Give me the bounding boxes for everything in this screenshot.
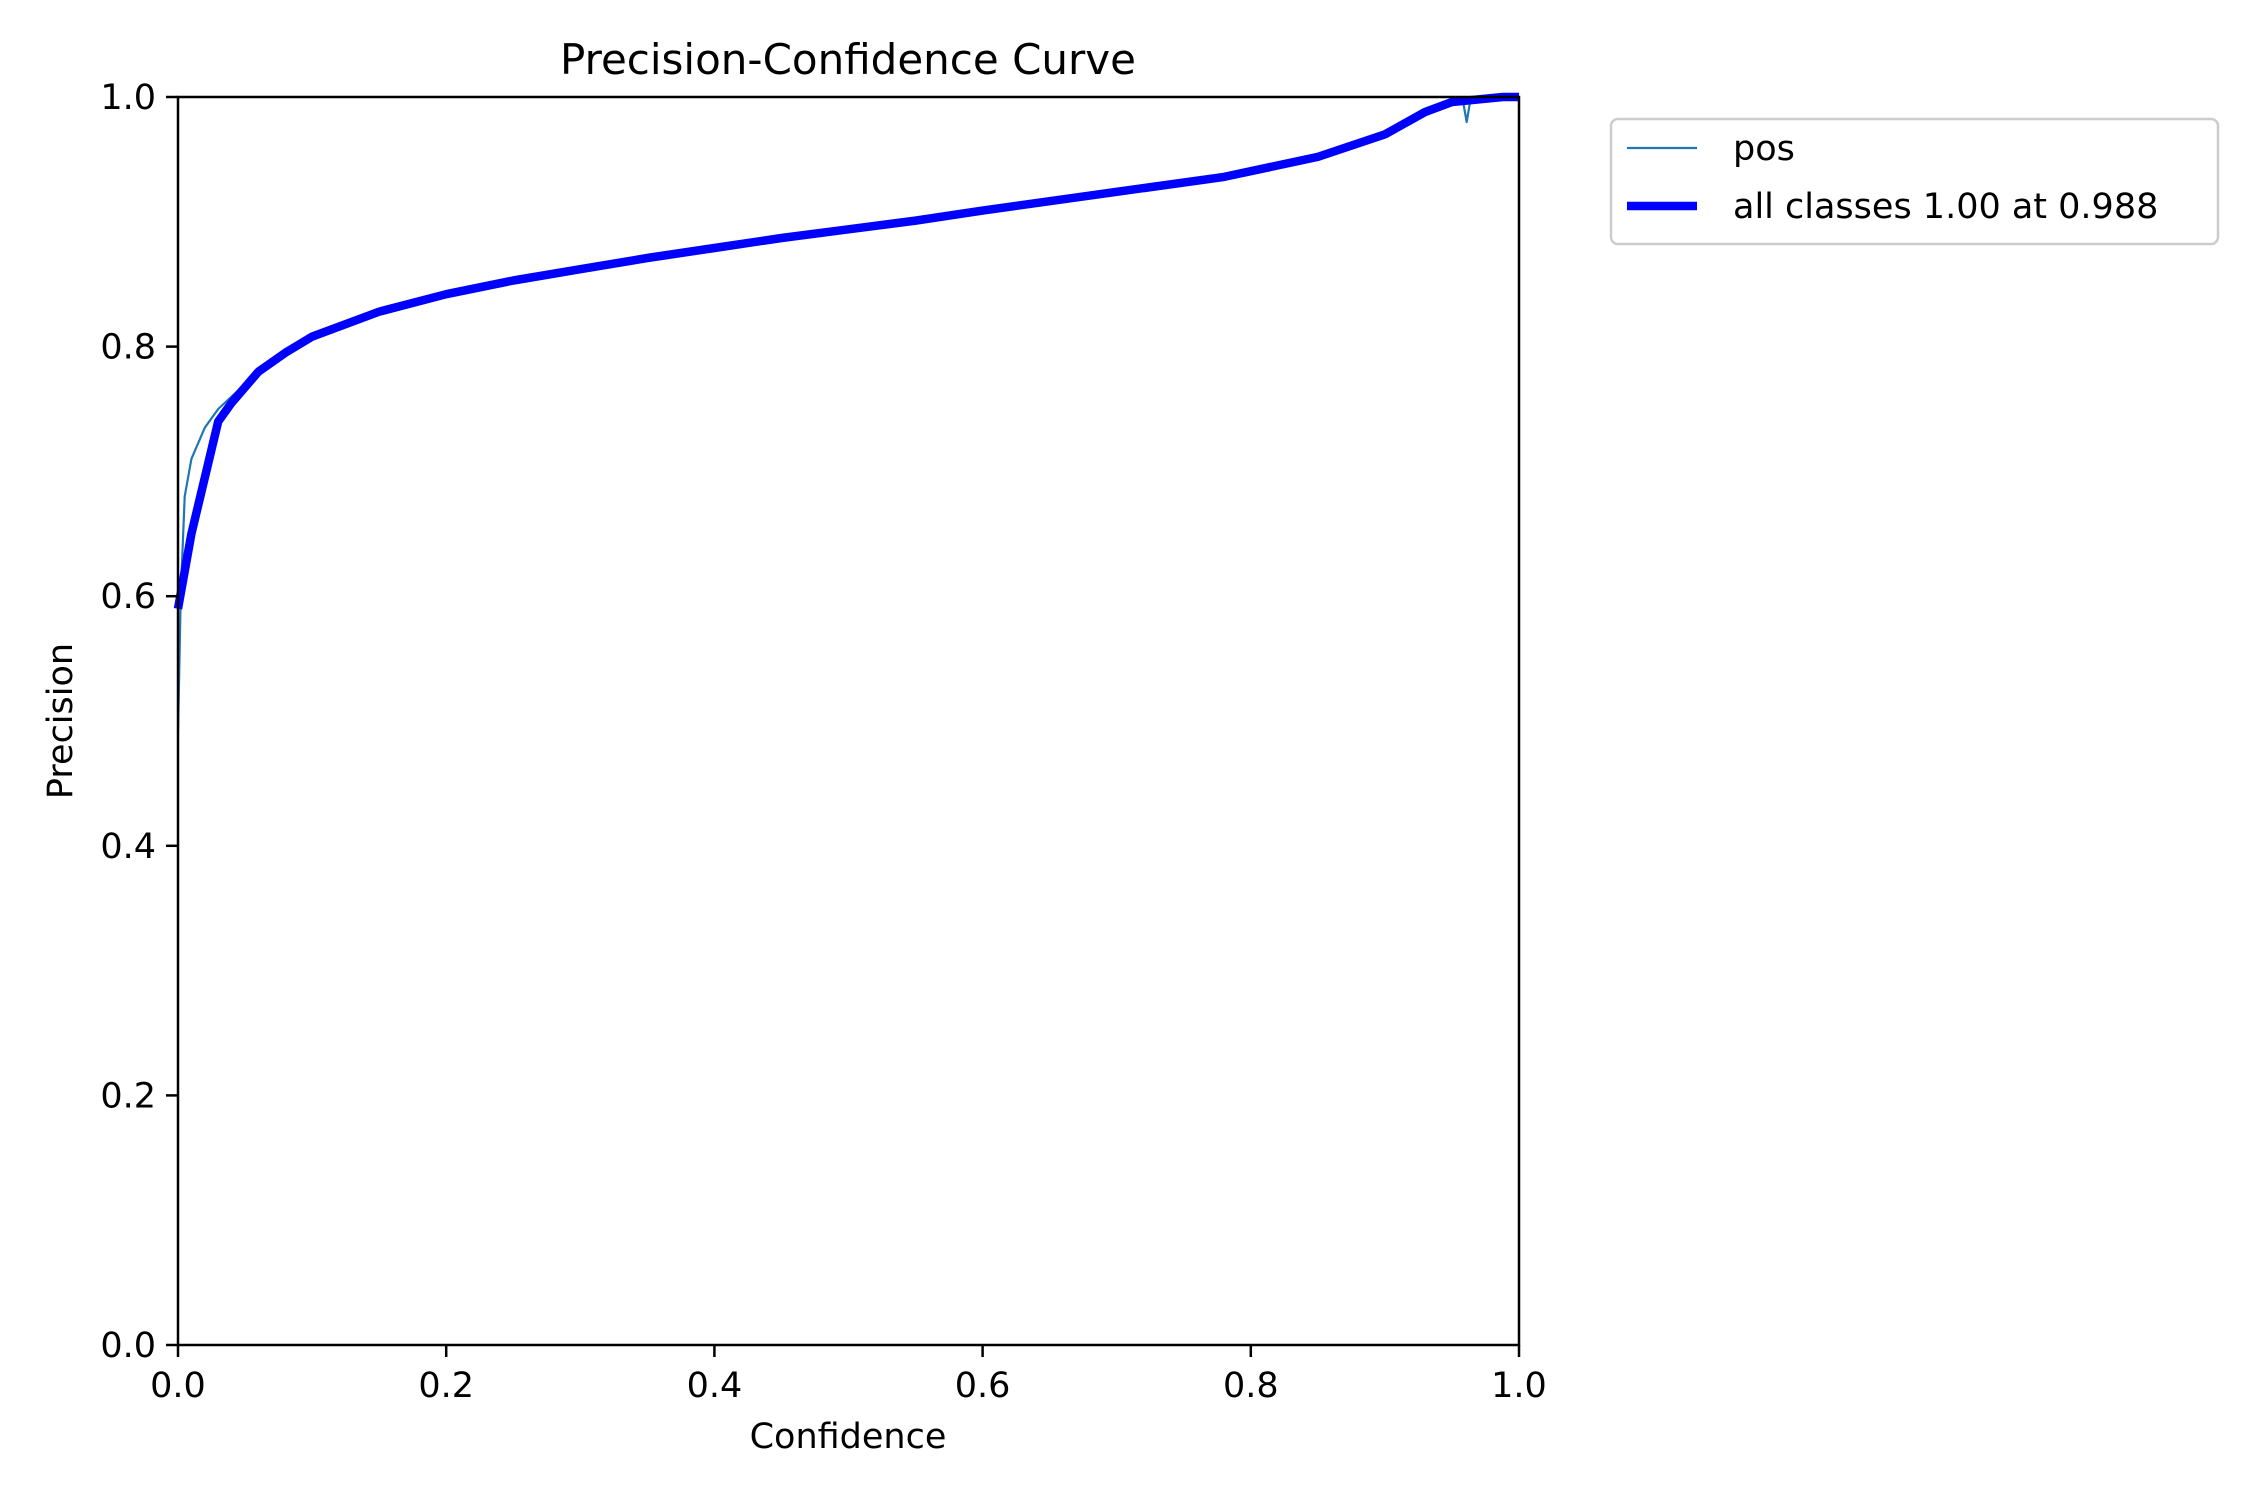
x-axis-label: Confidence <box>750 1417 947 1457</box>
legend-box <box>1609 117 2220 246</box>
plot-lines <box>173 92 1519 734</box>
y-tick-label: 0.8 <box>100 328 156 368</box>
x-axis-ticks: 0.0 0.2 0.4 0.6 0.8 1.0 <box>150 1345 1547 1406</box>
legend-label-all-classes: all classes 1.00 at 0.988 <box>1733 187 2158 227</box>
x-tick-label: 0.6 <box>955 1366 1011 1406</box>
legend: pos all classes 1.00 at 0.988 <box>1609 117 2220 246</box>
y-tick-label: 0.0 <box>100 1326 156 1366</box>
y-axis-ticks: 0.0 0.2 0.4 0.6 0.8 1.0 <box>100 78 178 1366</box>
x-tick-label: 0.8 <box>1223 1366 1279 1406</box>
y-axis-label: Precision <box>41 643 81 799</box>
x-tick-label: 0.2 <box>418 1366 474 1406</box>
series-line-all-classes <box>173 92 1519 610</box>
y-tick-label: 1.0 <box>100 78 156 118</box>
x-tick-label: 0.4 <box>687 1366 743 1406</box>
axes-frame <box>176 95 1521 1347</box>
y-tick-label: 0.6 <box>100 577 156 617</box>
series-line-pos <box>176 95 1519 734</box>
x-tick-label: 1.0 <box>1491 1366 1547 1406</box>
chart-title: Precision-Confidence Curve <box>560 35 1136 84</box>
y-tick-label: 0.2 <box>100 1076 156 1116</box>
x-tick-label: 0.0 <box>150 1366 206 1406</box>
legend-label-pos: pos <box>1733 129 1795 169</box>
y-tick-label: 0.4 <box>100 827 156 867</box>
